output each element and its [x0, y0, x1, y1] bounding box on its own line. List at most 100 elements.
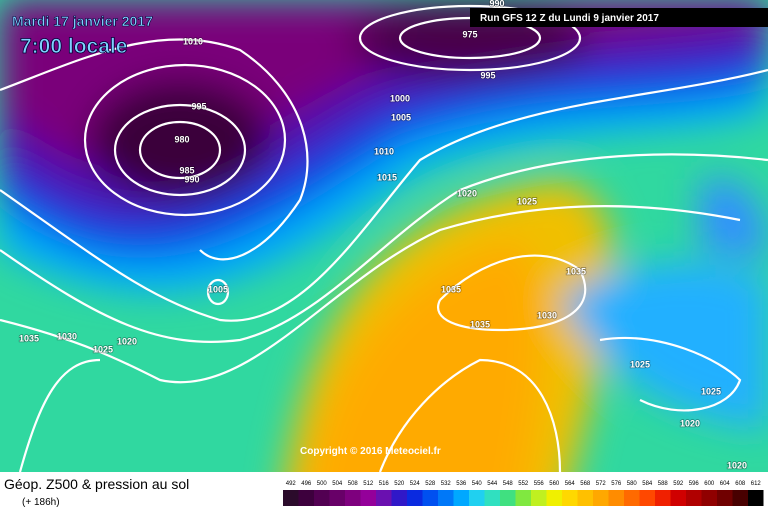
scale-cell: [686, 490, 702, 506]
scale-label: 596: [689, 481, 700, 487]
scale-cell: [546, 490, 562, 506]
scale-cell: [391, 490, 407, 506]
scale-cell: [469, 490, 485, 506]
scale-label: 612: [751, 481, 762, 487]
scale-cell: [717, 490, 733, 506]
scale-label: 540: [472, 481, 483, 487]
scale-cell: [422, 490, 438, 506]
scale-cell: [732, 490, 748, 506]
copyright: Copyright © 2016 Meteociel.fr: [300, 446, 441, 457]
isobar-label: 1000: [390, 93, 410, 103]
scale-cell: [407, 490, 423, 506]
isobar-label: 1035: [441, 284, 461, 294]
scale-label: 584: [642, 481, 653, 487]
scale-cell: [329, 490, 345, 506]
scale-cell: [531, 490, 547, 506]
scale-cell: [515, 490, 531, 506]
scale-cell: [484, 490, 500, 506]
scale-label: 560: [549, 481, 560, 487]
run-box: [470, 8, 768, 27]
isobar-label: 985: [179, 165, 194, 175]
scale-cell: [314, 490, 330, 506]
scale-cell: [298, 490, 314, 506]
scale-cell: [500, 490, 516, 506]
isobar-label: 1035: [19, 333, 39, 343]
scale-label: 492: [286, 481, 297, 487]
isobar-label: 980: [174, 134, 189, 144]
isobar-label: 1035: [470, 319, 490, 329]
isobar-label: 990: [489, 0, 504, 8]
isobars: [0, 4, 768, 473]
scale-cell: [748, 490, 764, 506]
scale-cell: [376, 490, 392, 506]
isobar-label: 1020: [457, 188, 477, 198]
isobar-labels: 9909751010995100010059959809859901010101…: [18, 0, 748, 471]
isobar-label: 1035: [566, 266, 586, 276]
isobar-label: 1020: [680, 418, 700, 428]
scale-label: 548: [503, 481, 514, 487]
isobar-label: 1030: [537, 310, 557, 320]
isobar-label: 1030: [57, 331, 77, 341]
scale-label: 500: [317, 481, 328, 487]
scale-label: 552: [518, 481, 529, 487]
scale-cell: [655, 490, 671, 506]
scale-label: 568: [580, 481, 591, 487]
footer-title: Géop. Z500 & pression au sol: [4, 476, 189, 492]
scale-cell: [577, 490, 593, 506]
scale-label: 592: [673, 481, 684, 487]
forecast-date: Mardi 17 janvier 2017: [12, 13, 153, 29]
scale-label: 572: [596, 481, 607, 487]
isobar-label: 1025: [93, 344, 113, 354]
isobar-label: 1020: [117, 336, 137, 346]
scale-label: 544: [487, 481, 498, 487]
isobar-label: 1005: [208, 284, 228, 294]
scale-cell: [283, 490, 299, 506]
scale-label: 576: [611, 481, 622, 487]
scale-cell: [670, 490, 686, 506]
isobar-label: 1025: [630, 359, 650, 369]
scale-label: 556: [534, 481, 545, 487]
scale-label: 536: [456, 481, 467, 487]
isobar-label: 995: [191, 101, 206, 111]
isobar-label: 1020: [727, 460, 747, 470]
scale-cell: [438, 490, 454, 506]
scale-cell: [593, 490, 609, 506]
color-scale: 492 496 500 504 508 512 516 520 524 528 532 536 540 5…: [283, 481, 764, 506]
scale-label: 528: [425, 481, 436, 487]
scale-cell: [701, 490, 717, 506]
isobar-label: 1025: [517, 196, 537, 206]
scale-label: 524: [410, 481, 421, 487]
scale-cell: [639, 490, 655, 506]
isobar-label: 1015: [377, 172, 397, 182]
scale-label: 516: [379, 481, 390, 487]
scale-label: 508: [348, 481, 359, 487]
isobar-label: 1025: [701, 386, 721, 396]
scale-label: 512: [363, 481, 374, 487]
isobar-label: 1010: [183, 36, 203, 46]
isobar-label: 1005: [391, 112, 411, 122]
scale-cell: [453, 490, 469, 506]
scale-label: 580: [627, 481, 638, 487]
scale-cell: [608, 490, 624, 506]
scale-label: 604: [720, 481, 731, 487]
isobar-label: 995: [480, 70, 495, 80]
isobar-label: 990: [184, 174, 199, 184]
scale-cell: [562, 490, 578, 506]
forecast-time: 7:00 locale: [20, 35, 127, 58]
scale-label: 608: [735, 481, 746, 487]
scale-label: 600: [704, 481, 715, 487]
scale-cell: [345, 490, 361, 506]
scale-label: 520: [394, 481, 405, 487]
scale-label: 532: [441, 481, 452, 487]
scale-cell: [360, 490, 376, 506]
scale-cell: [624, 490, 640, 506]
scale-label: 496: [301, 481, 312, 487]
run-info: Run GFS 12 Z du Lundi 9 janvier 2017: [480, 13, 659, 24]
scale-label: 504: [332, 481, 343, 487]
scale-label: 564: [565, 481, 576, 487]
scale-label: 588: [658, 481, 669, 487]
footer-lead: (+ 186h): [22, 497, 60, 508]
isobar-label: 975: [462, 29, 477, 39]
